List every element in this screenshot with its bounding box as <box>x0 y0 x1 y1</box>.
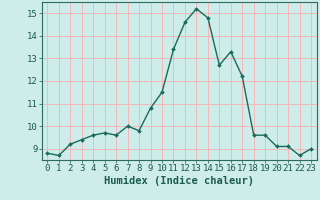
X-axis label: Humidex (Indice chaleur): Humidex (Indice chaleur) <box>104 176 254 186</box>
